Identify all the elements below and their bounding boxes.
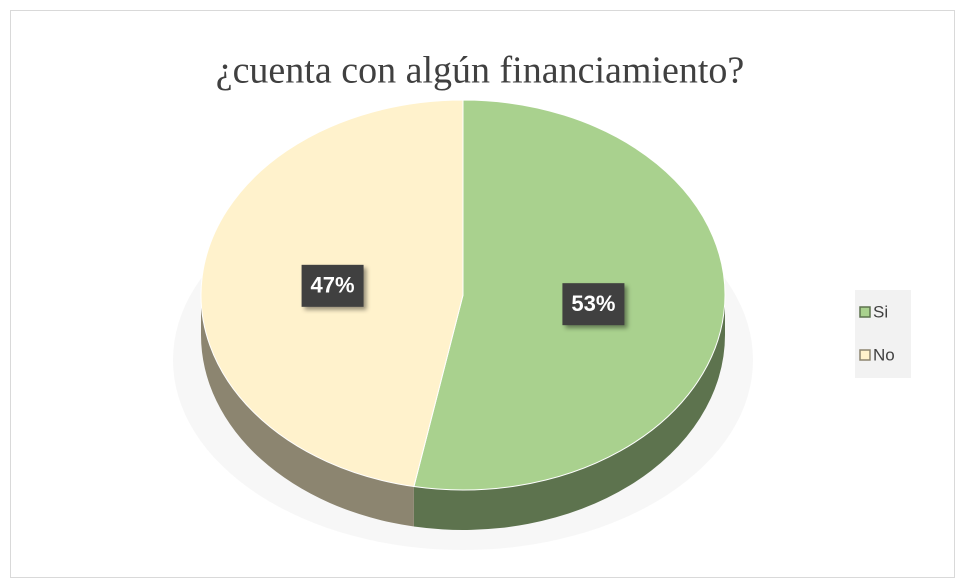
data-label: 53% bbox=[571, 291, 615, 316]
data-label: 47% bbox=[311, 273, 355, 298]
slice-side bbox=[201, 295, 414, 527]
chart-title: ¿cuenta con algún financiamiento? bbox=[216, 50, 745, 92]
legend-label: No bbox=[873, 345, 895, 364]
data-label-box bbox=[301, 264, 364, 307]
legend-swatch bbox=[859, 349, 871, 361]
slice-side bbox=[413, 295, 725, 531]
legend-box bbox=[855, 290, 911, 378]
legend-label: Si bbox=[873, 302, 888, 321]
legend-swatch bbox=[859, 306, 871, 318]
data-label-box bbox=[562, 283, 625, 326]
